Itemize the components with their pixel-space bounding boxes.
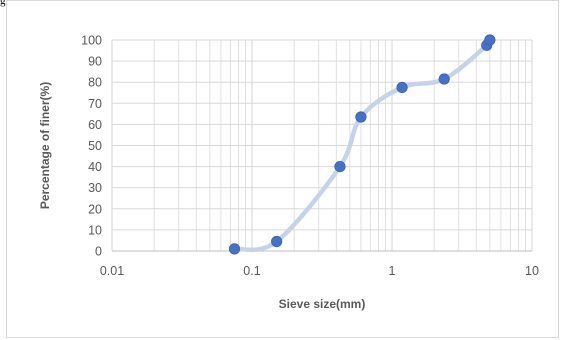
data-point <box>334 161 346 173</box>
y-tick-label: 100 <box>81 34 102 48</box>
x-tick-label: 1 <box>389 264 396 278</box>
data-point <box>396 81 408 94</box>
series-line <box>232 37 494 253</box>
x-tick-label: 0.01 <box>100 264 124 278</box>
data-point <box>228 243 241 255</box>
data-point <box>355 111 367 123</box>
point-layer <box>228 34 496 255</box>
label-layer: 0 10 20 30 40 50 60 70 80 90 100 0.01 0.1 1 10 <box>81 34 539 279</box>
y-tick-label: 60 <box>88 118 102 132</box>
y-tick-label: 50 <box>88 139 102 153</box>
y-axis-title: Percentage of finer(%) <box>38 82 52 209</box>
data-point <box>271 235 283 248</box>
chart-area <box>6 0 559 338</box>
data-point <box>438 73 450 85</box>
data-point <box>484 34 496 46</box>
y-tick-label: 90 <box>88 55 102 69</box>
y-tick-label: 10 <box>88 223 102 237</box>
y-tick-label: 70 <box>88 97 102 111</box>
x-axis-title: Sieve size(mm) <box>279 297 366 311</box>
y-tick-label: 0 <box>95 245 102 259</box>
y-tick-label: 80 <box>88 76 102 90</box>
grid-layer <box>111 39 533 251</box>
x-tick-label: 0.1 <box>243 264 260 278</box>
x-tick-label: 10 <box>525 264 539 278</box>
page-text-fragment: g <box>0 0 6 7</box>
line-layer <box>232 37 494 253</box>
y-tick-label: 40 <box>88 160 102 174</box>
y-tick-label: 30 <box>88 181 102 195</box>
y-tick-label: 20 <box>88 202 102 216</box>
